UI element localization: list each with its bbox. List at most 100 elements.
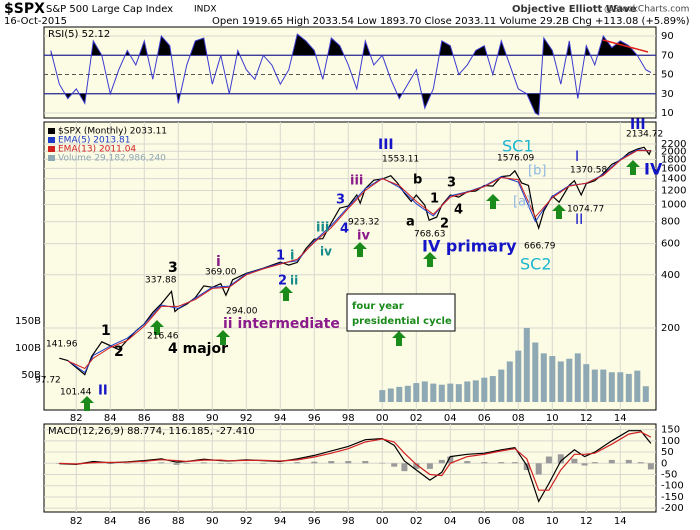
wave-label: 2: [440, 217, 449, 232]
volume-bar: [455, 384, 462, 402]
wave-label: iii: [350, 174, 363, 189]
wave-label: iv: [320, 245, 332, 259]
volume-bar: [506, 361, 513, 402]
wave-label: iii: [316, 221, 329, 236]
volume-bar: [515, 350, 522, 402]
x-tick-label: 96: [308, 516, 321, 527]
price-panel: [43, 121, 657, 411]
wave-label: 923.32: [348, 218, 380, 228]
wave-label: 101.44: [60, 388, 92, 398]
volume-bar: [413, 383, 420, 402]
histogram-bar: [511, 462, 518, 464]
histogram-bar: [294, 462, 301, 464]
wave-label: 369.00: [205, 268, 237, 278]
trend-line: [602, 39, 649, 53]
wave-label: SC2: [520, 255, 552, 274]
volume-bar: [464, 381, 471, 402]
y-tick-label: 1600: [661, 163, 686, 174]
wave-label: IV: [644, 160, 663, 179]
volume-bar: [481, 377, 488, 402]
wave-label: ii: [290, 274, 298, 288]
wave-label: a: [406, 215, 415, 230]
y-tick-label: -50: [661, 470, 677, 481]
y-tick-label: 0: [661, 458, 667, 469]
green-arrow: [626, 160, 640, 175]
green-arrow: [552, 204, 566, 219]
volume-bar: [549, 356, 556, 402]
histogram-bar: [647, 463, 654, 470]
histogram-bar: [183, 463, 190, 464]
x-tick-label: 10: [546, 516, 559, 527]
x-tick-label: 90: [206, 516, 219, 527]
wave-label: 1576.09: [497, 154, 534, 164]
wave-label: 4: [340, 222, 349, 237]
volume-bar: [396, 386, 403, 402]
legend-label: $SPX (Monthly) 2033.11: [58, 127, 167, 137]
x-tick-label: 04: [444, 516, 457, 527]
histogram-bar: [124, 463, 131, 464]
x-tick-label: 08: [512, 413, 525, 424]
macd-line: [59, 431, 652, 491]
wave-label: III: [630, 117, 646, 133]
rsi-overbought-fill: [50, 34, 638, 56]
wave-label: SC1: [502, 137, 534, 156]
wave-label: IV primary: [422, 237, 517, 256]
histogram-bar: [498, 462, 505, 464]
histogram-bar: [571, 458, 578, 464]
histogram-bar: [535, 463, 542, 475]
x-tick-label: 94: [274, 516, 287, 527]
x-tick-label: 98: [342, 516, 355, 527]
y-tick-label: 2200: [661, 139, 686, 150]
wave-label: b: [413, 173, 422, 188]
panel-title: RSI(5) 52.12: [48, 29, 110, 40]
y-tick-label: 50: [661, 70, 674, 81]
price-line: [59, 146, 652, 376]
price-line: [67, 149, 651, 370]
y-tick-label: -200: [661, 503, 684, 514]
wave-label: ii intermediate: [223, 316, 340, 332]
wave-label: i: [216, 254, 221, 270]
y-tick-label: 150: [661, 425, 680, 436]
y-tick-label: 400: [661, 270, 680, 281]
histogram-bar: [345, 461, 352, 464]
histogram-bar: [557, 454, 564, 464]
wave-label: 294.00: [226, 307, 258, 317]
y-tick-label: 1000: [661, 199, 686, 210]
volume-bar: [642, 386, 649, 402]
x-tick-label: 86: [138, 413, 151, 424]
x-tick-label: 96: [308, 413, 321, 424]
y-tick-label: 100: [661, 436, 680, 447]
wave-label: II: [98, 384, 108, 399]
volume-bar: [447, 383, 454, 402]
volume-bar: [540, 353, 547, 402]
wave-label: 4 major: [168, 341, 228, 357]
histogram-bar: [545, 456, 552, 464]
exchange: INDX: [194, 5, 216, 15]
y-tick-label: 200: [661, 323, 680, 334]
histogram-bar: [608, 459, 615, 464]
volume-bar: [498, 369, 505, 402]
green-arrow: [150, 320, 164, 335]
x-tick-label: 06: [478, 516, 491, 527]
green-arrow: [486, 194, 500, 209]
y-tick-label: 2000: [661, 146, 686, 157]
histogram-bar: [141, 462, 148, 464]
volume-bar: [634, 370, 641, 402]
wave-label: iv: [357, 229, 370, 244]
x-tick-label: 92: [240, 413, 253, 424]
volume-bar: [617, 372, 624, 402]
legend-swatch: [48, 146, 55, 152]
histogram-bar: [438, 459, 445, 464]
y-tick-label: 30: [661, 89, 674, 100]
wave-label: 2: [114, 344, 124, 360]
x-tick-label: 92: [240, 516, 253, 527]
macd-panel: [43, 423, 657, 513]
wave-label: [a]: [513, 195, 531, 210]
wave-label: i: [290, 249, 294, 264]
green-arrow: [216, 330, 230, 345]
x-tick-label: 04: [444, 413, 457, 424]
wave-label: 141.96: [46, 340, 78, 350]
legend-swatch: [48, 137, 55, 143]
x-tick-label: 06: [478, 413, 491, 424]
y-tick-label: 90: [661, 31, 674, 42]
